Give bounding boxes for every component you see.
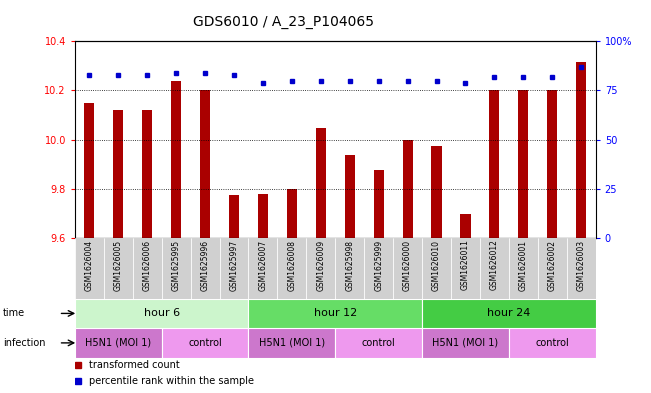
Text: control: control (535, 338, 569, 348)
Bar (142, 110, 152, 238)
Text: control: control (362, 338, 396, 348)
Bar (576, 62, 587, 238)
Bar (307, 238, 335, 299)
Bar (460, 215, 471, 238)
Text: GSM1626005: GSM1626005 (114, 240, 123, 291)
Bar (258, 194, 268, 238)
Text: percentile rank within the sample: percentile rank within the sample (89, 376, 254, 386)
Bar (200, 90, 210, 238)
Text: GSM1626001: GSM1626001 (519, 240, 528, 290)
Bar (402, 140, 413, 238)
Text: GSM1626000: GSM1626000 (403, 240, 412, 291)
Text: transformed count: transformed count (89, 360, 180, 369)
Bar (509, 238, 538, 299)
Bar (422, 328, 509, 358)
Bar (75, 238, 104, 299)
Text: H5N1 (MOI 1): H5N1 (MOI 1) (85, 338, 151, 348)
Text: GSM1626002: GSM1626002 (547, 240, 557, 290)
Bar (451, 238, 480, 299)
Text: H5N1 (MOI 1): H5N1 (MOI 1) (259, 338, 325, 348)
Bar (161, 328, 249, 358)
Text: GSM1625999: GSM1625999 (374, 240, 383, 291)
Bar (229, 195, 239, 238)
Bar (335, 238, 364, 299)
Bar (171, 81, 181, 238)
Text: GSM1625995: GSM1625995 (172, 240, 180, 291)
Text: GSM1626007: GSM1626007 (258, 240, 268, 291)
Bar (480, 238, 509, 299)
Text: GSM1626009: GSM1626009 (316, 240, 326, 291)
Bar (518, 90, 529, 238)
Text: hour 24: hour 24 (487, 309, 531, 318)
Text: GSM1625998: GSM1625998 (345, 240, 354, 290)
Bar (422, 299, 596, 328)
Bar (191, 238, 219, 299)
Bar (277, 238, 307, 299)
Text: GSM1626003: GSM1626003 (577, 240, 586, 291)
Text: GSM1626010: GSM1626010 (432, 240, 441, 290)
Text: GSM1625997: GSM1625997 (230, 240, 238, 291)
Text: control: control (188, 338, 222, 348)
Text: GSM1626006: GSM1626006 (143, 240, 152, 291)
Text: GSM1626011: GSM1626011 (461, 240, 470, 290)
Bar (393, 238, 422, 299)
Bar (113, 110, 123, 238)
Bar (219, 238, 249, 299)
Bar (344, 156, 355, 238)
Bar (538, 238, 567, 299)
Bar (133, 238, 161, 299)
Bar (547, 90, 557, 238)
Text: hour 12: hour 12 (314, 309, 357, 318)
Bar (432, 146, 441, 238)
Bar (509, 328, 596, 358)
Bar (287, 189, 297, 238)
Bar (490, 90, 499, 238)
Bar (316, 129, 326, 238)
Text: GSM1626004: GSM1626004 (85, 240, 94, 291)
Bar (161, 238, 191, 299)
Bar (104, 238, 133, 299)
Bar (84, 103, 94, 238)
Bar (75, 299, 249, 328)
Text: infection: infection (3, 338, 46, 348)
Text: GSM1626012: GSM1626012 (490, 240, 499, 290)
Bar (75, 328, 161, 358)
Text: GDS6010 / A_23_P104065: GDS6010 / A_23_P104065 (193, 15, 374, 29)
Text: hour 6: hour 6 (144, 309, 180, 318)
Bar (567, 238, 596, 299)
Bar (249, 328, 335, 358)
Text: GSM1626008: GSM1626008 (287, 240, 296, 290)
Text: time: time (3, 309, 25, 318)
Bar (249, 299, 422, 328)
Bar (249, 238, 277, 299)
Text: H5N1 (MOI 1): H5N1 (MOI 1) (432, 338, 499, 348)
Bar (374, 170, 383, 238)
Bar (364, 238, 393, 299)
Bar (422, 238, 451, 299)
Bar (335, 328, 422, 358)
Text: GSM1625996: GSM1625996 (201, 240, 210, 291)
